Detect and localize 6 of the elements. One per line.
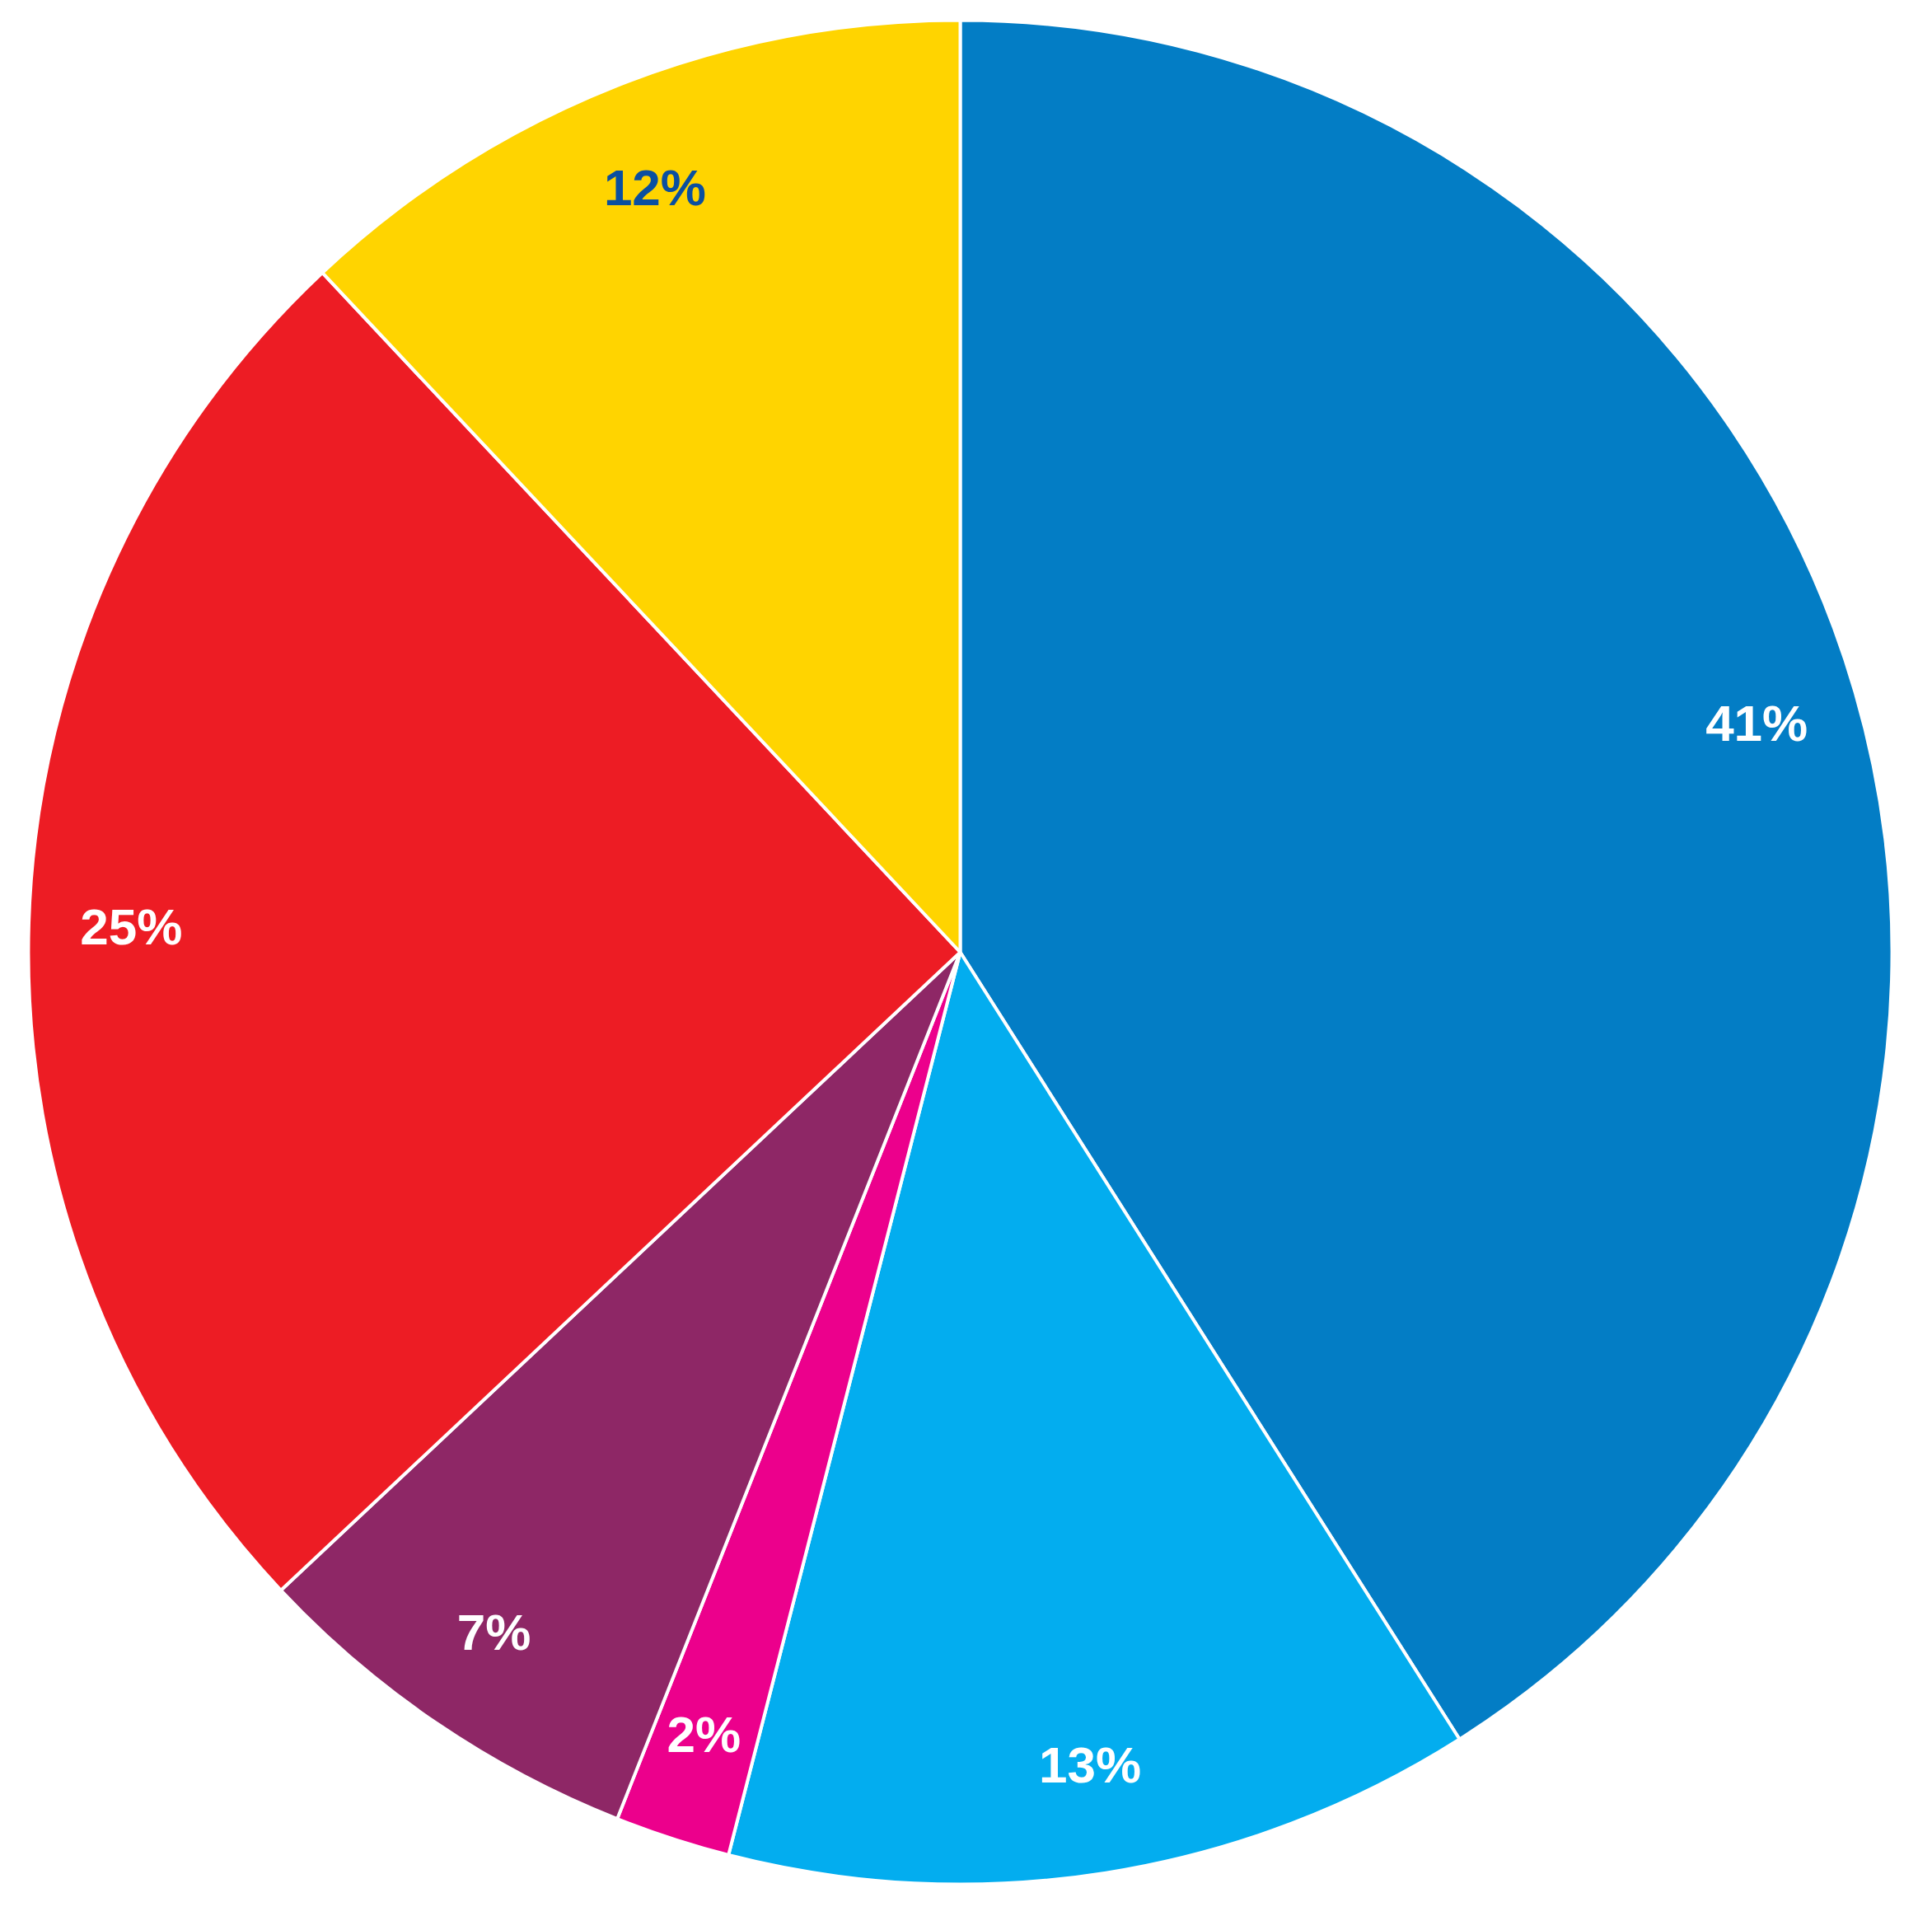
data-label: 41% [1705,694,1808,752]
data-label: 25% [80,897,183,955]
data-label: 12% [603,159,706,217]
data-label: 2% [667,1706,741,1764]
data-label: 13% [1038,1736,1142,1793]
data-label: 7% [456,1604,531,1661]
